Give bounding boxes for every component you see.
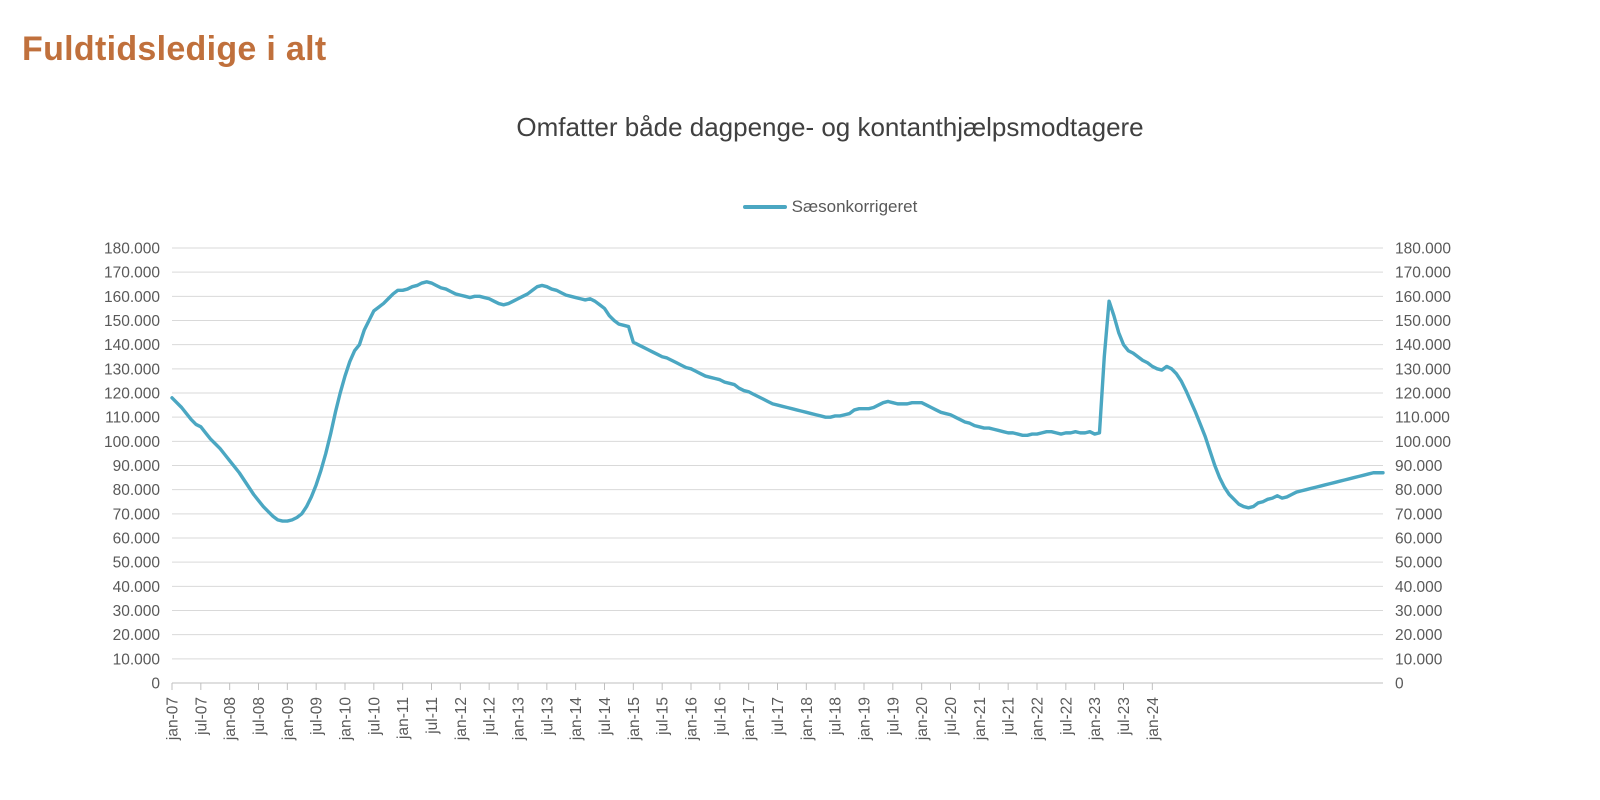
x-axis-tick-label: jan-08 (222, 697, 239, 741)
y-axis-tick-label-right: 20.000 (1395, 627, 1443, 644)
x-axis-tick-label: jul-14 (597, 697, 614, 736)
y-axis-tick-label-left: 30.000 (113, 603, 161, 620)
x-axis-tick-label: jul-09 (309, 697, 326, 736)
x-axis-tick-label: jan-10 (338, 697, 355, 741)
y-axis-tick-label-right: 10.000 (1395, 651, 1443, 668)
x-axis-tick-label: jan-12 (453, 697, 470, 741)
y-axis-tick-label-left: 170.000 (104, 265, 160, 282)
y-axis-tick-label-left: 80.000 (113, 482, 161, 499)
y-axis-tick-label-right: 140.000 (1395, 337, 1451, 354)
x-axis-tick-label: jan-14 (568, 697, 585, 741)
y-axis-tick-label-left: 160.000 (104, 289, 160, 306)
chart-subtitle: Omfatter både dagpenge- og kontanthjælps… (516, 112, 1144, 142)
legend-color-swatch (742, 205, 787, 209)
y-axis-tick-label-right: 80.000 (1395, 482, 1443, 499)
y-axis-tick-label-left: 90.000 (113, 458, 161, 475)
x-axis-tick-label: jul-12 (482, 697, 499, 736)
x-axis-tick-label: jul-23 (1116, 697, 1133, 736)
data-series-line-saesonkorrigeret (170, 280, 1385, 523)
x-axis-tick-label: jul-17 (770, 697, 787, 736)
y-axis-tick-label-left: 120.000 (104, 386, 160, 403)
x-axis-tick-label: jan-13 (511, 697, 528, 741)
y-axis-tick-label-right: 0 (1395, 676, 1404, 693)
y-axis-tick-label-left: 40.000 (113, 579, 161, 596)
x-axis-tick-label: jan-20 (914, 697, 931, 741)
y-axis-tick-label-right: 170.000 (1395, 265, 1451, 282)
x-axis-tick-label: jan-21 (972, 697, 989, 741)
x-axis-tick-label: jan-07 (165, 697, 182, 741)
x-axis-tick-label: jan-22 (1030, 697, 1047, 741)
y-axis-tick-label-left: 180.000 (104, 241, 160, 258)
y-axis-tick-label-right: 120.000 (1395, 386, 1451, 403)
x-axis-tick-label: jul-08 (251, 697, 268, 736)
y-axis-tick-label-right: 60.000 (1395, 531, 1443, 548)
y-axis-tick-label-right: 30.000 (1395, 603, 1443, 620)
x-axis-tick-label: jul-07 (193, 697, 210, 736)
x-axis-tick-label: jul-10 (366, 697, 383, 736)
x-axis-tick-label: jul-13 (539, 697, 556, 736)
y-axis-tick-label-right: 90.000 (1395, 458, 1443, 475)
x-axis-tick-label: jan-24 (1145, 697, 1162, 741)
y-axis-tick-label-left: 70.000 (113, 506, 161, 523)
y-axis-tick-label-right: 50.000 (1395, 555, 1443, 572)
x-axis-tick-label: jul-19 (885, 697, 902, 736)
x-axis-tick-label: jan-09 (280, 697, 297, 741)
legend-item-label: Sæsonkorrigeret (791, 197, 918, 216)
x-axis-tick-label: jul-22 (1058, 697, 1075, 736)
x-axis-tick-label: jan-23 (1087, 697, 1104, 741)
x-axis-tick-label: jul-15 (655, 697, 672, 736)
x-axis-tick-label: jul-18 (828, 697, 845, 736)
x-axis-tick-label: jan-15 (626, 697, 643, 741)
y-axis-tick-label-left: 50.000 (113, 555, 161, 572)
y-axis-tick-label-left: 140.000 (104, 337, 160, 354)
y-axis-tick-label-right: 110.000 (1395, 410, 1450, 427)
x-axis-tick-label: jul-11 (424, 697, 441, 735)
y-axis-tick-label-right: 70.000 (1395, 506, 1443, 523)
y-axis-tick-label-left: 100.000 (104, 434, 160, 451)
x-axis-tick-label: jan-17 (741, 697, 758, 741)
y-axis-tick-label-right: 100.000 (1395, 434, 1451, 451)
y-axis-tick-label-left: 20.000 (113, 627, 161, 644)
y-axis-tick-label-right: 40.000 (1395, 579, 1443, 596)
x-axis-tick-label: jul-20 (943, 697, 960, 736)
page-title: Fuldtidsledige i alt (22, 30, 327, 68)
x-axis-tick-label: jan-16 (684, 697, 701, 741)
y-axis-tick-label-left: 130.000 (104, 361, 160, 378)
y-axis-tick-label-left: 10.000 (113, 651, 161, 668)
y-axis-tick-label-right: 130.000 (1395, 361, 1451, 378)
x-axis-tick-label: jan-11 (395, 697, 412, 740)
x-axis-tick-label: jul-16 (712, 697, 729, 736)
x-axis-tick-label: jan-19 (857, 697, 874, 741)
y-axis-tick-label-right: 180.000 (1395, 241, 1451, 258)
x-axis-tick-label: jul-21 (1001, 697, 1018, 736)
y-axis-tick-label-left: 0 (151, 676, 160, 693)
x-axis-tick-label: jan-18 (799, 697, 816, 741)
y-axis-tick-label-right: 150.000 (1395, 313, 1451, 330)
chart-legend: Sæsonkorrigeret (0, 197, 1600, 217)
y-axis-tick-label-right: 160.000 (1395, 289, 1451, 306)
y-axis-tick-label-left: 150.000 (104, 313, 160, 330)
y-axis-tick-label-left: 60.000 (113, 531, 161, 548)
y-axis-tick-label-left: 110.000 (105, 410, 160, 427)
